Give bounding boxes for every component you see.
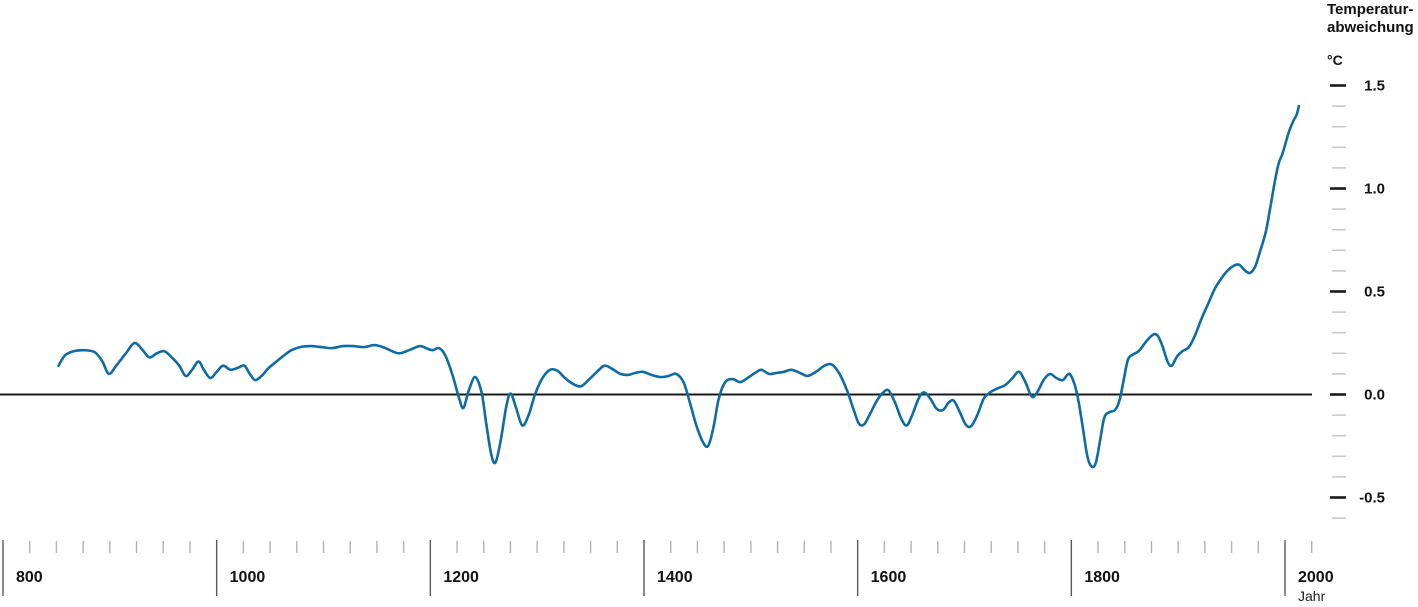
- y-axis-tick-label: -0.5: [1359, 490, 1385, 507]
- x-axis-tick-label: 1400: [657, 569, 693, 586]
- x-axis-tick-label: 1800: [1084, 569, 1120, 586]
- x-axis-group: 800 1000 1200 1400 1600 1800 2000: [2, 540, 1334, 596]
- x-axis-tick-label: 800: [16, 569, 43, 586]
- y-axis-tick-label: 0.5: [1364, 284, 1385, 301]
- y-axis-tick-label: 1.5: [1364, 78, 1385, 95]
- y-axis-title: Temperatur- abweichung: [1327, 1, 1414, 37]
- series-group: [57, 104, 1301, 469]
- y-axis-tick-label: 1.0: [1364, 181, 1385, 198]
- temperature-anomaly-line: [57, 104, 1301, 469]
- x-axis-tick-label: 2000: [1298, 569, 1334, 586]
- x-axis-tick-label: 1600: [871, 569, 907, 586]
- x-axis-tick-label: 1200: [443, 569, 479, 586]
- y-axis-tick-label: 0.0: [1364, 387, 1385, 404]
- x-axis-tick-label: 1000: [230, 569, 266, 586]
- y-axis-unit-label: °C: [1327, 52, 1343, 68]
- y-axis-title-line2: abweichung: [1327, 19, 1414, 36]
- y-axis-group: 1.5 1.0 0.5 0.0 -0.5: [1330, 78, 1385, 519]
- x-axis-unit-label: Jahr: [1298, 588, 1326, 604]
- y-axis-title-line1: Temperatur-: [1327, 1, 1414, 18]
